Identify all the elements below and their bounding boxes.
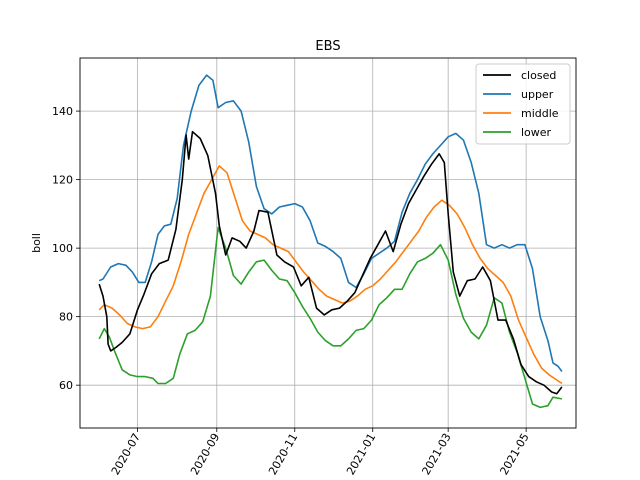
legend: closed upper middle lower <box>475 63 571 145</box>
y-tick-label: 60 <box>59 379 73 392</box>
legend-label-closed: closed <box>521 69 556 82</box>
y-tick-label: 100 <box>52 242 73 255</box>
series-lines <box>98 74 563 409</box>
legend-label-upper: upper <box>521 88 554 101</box>
y-tick-label: 140 <box>52 105 73 118</box>
plot-frame <box>79 57 577 429</box>
y-tick-label: 80 <box>59 311 73 324</box>
legend-label-lower: lower <box>521 126 552 139</box>
series-line-lower <box>98 226 563 409</box>
legend-label-middle: middle <box>521 107 559 120</box>
y-axis-label: boll <box>30 233 43 253</box>
series-line-upper <box>98 74 563 372</box>
series-line-closed <box>98 130 563 395</box>
series-line-middle <box>98 165 563 385</box>
legend-box <box>475 63 571 145</box>
chart-title: EBS <box>315 39 340 54</box>
y-axis-ticks: 60 80 100 120 140 <box>52 105 80 392</box>
y-tick-label: 120 <box>52 174 73 187</box>
